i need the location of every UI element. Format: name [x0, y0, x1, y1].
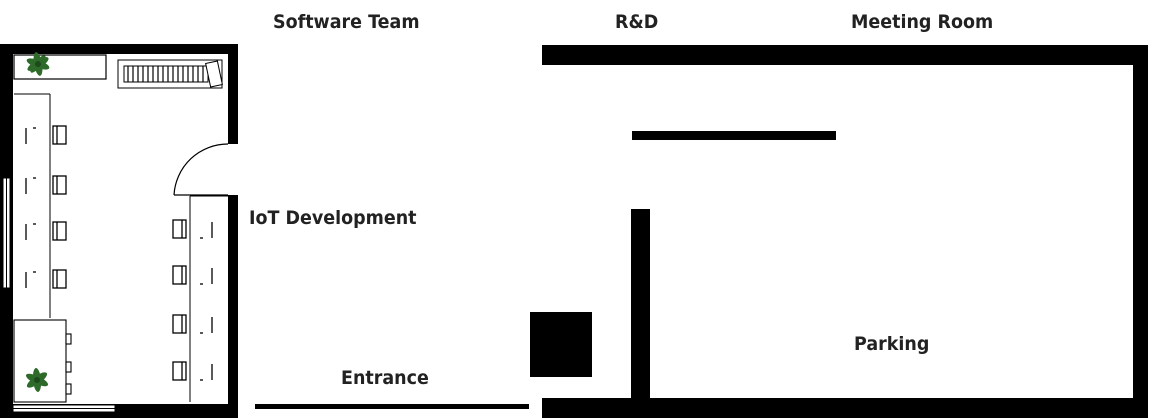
label-software-team: Software Team: [273, 11, 420, 33]
desk-column-left: [14, 94, 50, 318]
entrance-line: [255, 404, 529, 409]
desk-icon: [200, 222, 212, 380]
desk-icon: [26, 128, 36, 288]
inner-wall-horizontal: [632, 131, 836, 140]
door-swing-icon: [174, 144, 228, 195]
building-wall-bottom: [542, 398, 1148, 418]
label-iot-development: IoT Development: [249, 207, 417, 229]
cabinet: [14, 320, 71, 402]
office-wall-right-lower: [228, 195, 238, 418]
label-entrance: Entrance: [341, 367, 429, 389]
chair-icon: [53, 126, 66, 288]
label-meeting-room: Meeting Room: [851, 11, 993, 33]
chair-icon: [173, 220, 186, 380]
label-rd: R&D: [615, 11, 658, 33]
building-wall-top: [542, 45, 1148, 65]
window-left: [3, 178, 10, 288]
window-bottom: [13, 405, 115, 412]
pillar-block: [530, 312, 592, 377]
office-wall-right-upper: [228, 44, 238, 144]
radiator-icon: [118, 60, 222, 88]
building-wall-right: [1133, 45, 1148, 418]
inner-wall-vertical: [631, 209, 650, 400]
planter-box-top: [14, 55, 106, 79]
label-parking: Parking: [854, 333, 929, 355]
desk-column-right: [190, 196, 228, 402]
building-walls: [530, 45, 1148, 418]
